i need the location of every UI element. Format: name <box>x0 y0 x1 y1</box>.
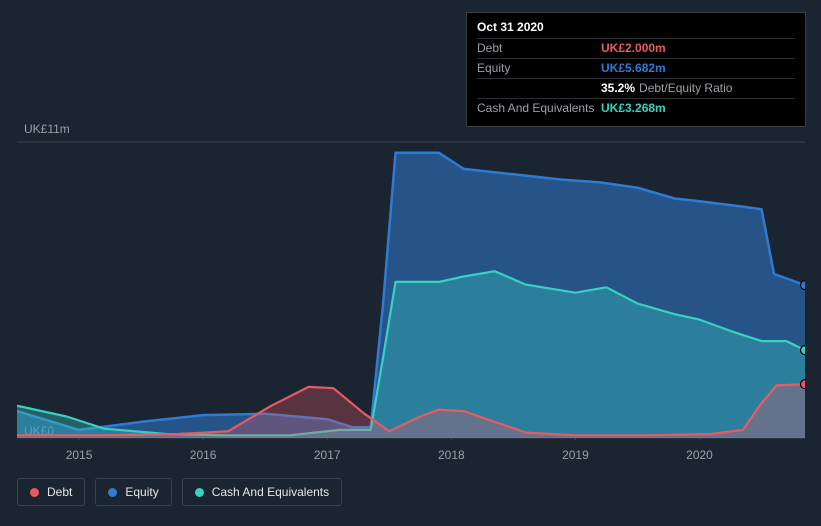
x-axis-label: 2016 <box>190 448 217 462</box>
tooltip-value: UK£3.268m <box>601 100 666 117</box>
legend-label: Debt <box>47 485 72 499</box>
tooltip-row: Cash And EquivalentsUK£3.268m <box>477 98 795 118</box>
tooltip-value: UK£2.000m <box>601 40 666 57</box>
tooltip-row: 35.2%Debt/Equity Ratio <box>477 78 795 98</box>
tooltip-row: EquityUK£5.682m <box>477 58 795 78</box>
tooltip-date: Oct 31 2020 <box>477 19 795 36</box>
tooltip-suffix: Debt/Equity Ratio <box>639 81 732 95</box>
tooltip-key <box>477 80 601 97</box>
tooltip-key: Cash And Equivalents <box>477 100 601 117</box>
legend-dot-icon <box>30 488 39 497</box>
legend-dot-icon <box>195 488 204 497</box>
legend-item-debt[interactable]: Debt <box>17 478 85 506</box>
x-axis-label: 2020 <box>686 448 713 462</box>
legend-label: Equity <box>125 485 158 499</box>
legend-item-equity[interactable]: Equity <box>95 478 171 506</box>
tooltip-key: Debt <box>477 40 601 57</box>
x-axis-label: 2018 <box>438 448 465 462</box>
tooltip-row: DebtUK£2.000m <box>477 38 795 58</box>
legend-label: Cash And Equivalents <box>212 485 329 499</box>
x-axis-label: 2015 <box>66 448 93 462</box>
chart-legend: Debt Equity Cash And Equivalents <box>17 478 342 506</box>
x-axis-labels: 2015 2016 2017 2018 2019 2020 <box>17 448 805 464</box>
legend-item-cash[interactable]: Cash And Equivalents <box>182 478 342 506</box>
x-axis-label: 2019 <box>562 448 589 462</box>
tooltip-value: 35.2%Debt/Equity Ratio <box>601 80 732 97</box>
area-chart <box>17 120 805 460</box>
end-marker-cash <box>801 346 806 355</box>
legend-dot-icon <box>108 488 117 497</box>
end-marker-debt <box>801 380 806 389</box>
x-axis-label: 2017 <box>314 448 341 462</box>
end-marker-equity <box>801 281 806 290</box>
tooltip-value: UK£5.682m <box>601 60 666 77</box>
chart-tooltip: Oct 31 2020 DebtUK£2.000mEquityUK£5.682m… <box>466 12 806 127</box>
tooltip-key: Equity <box>477 60 601 77</box>
